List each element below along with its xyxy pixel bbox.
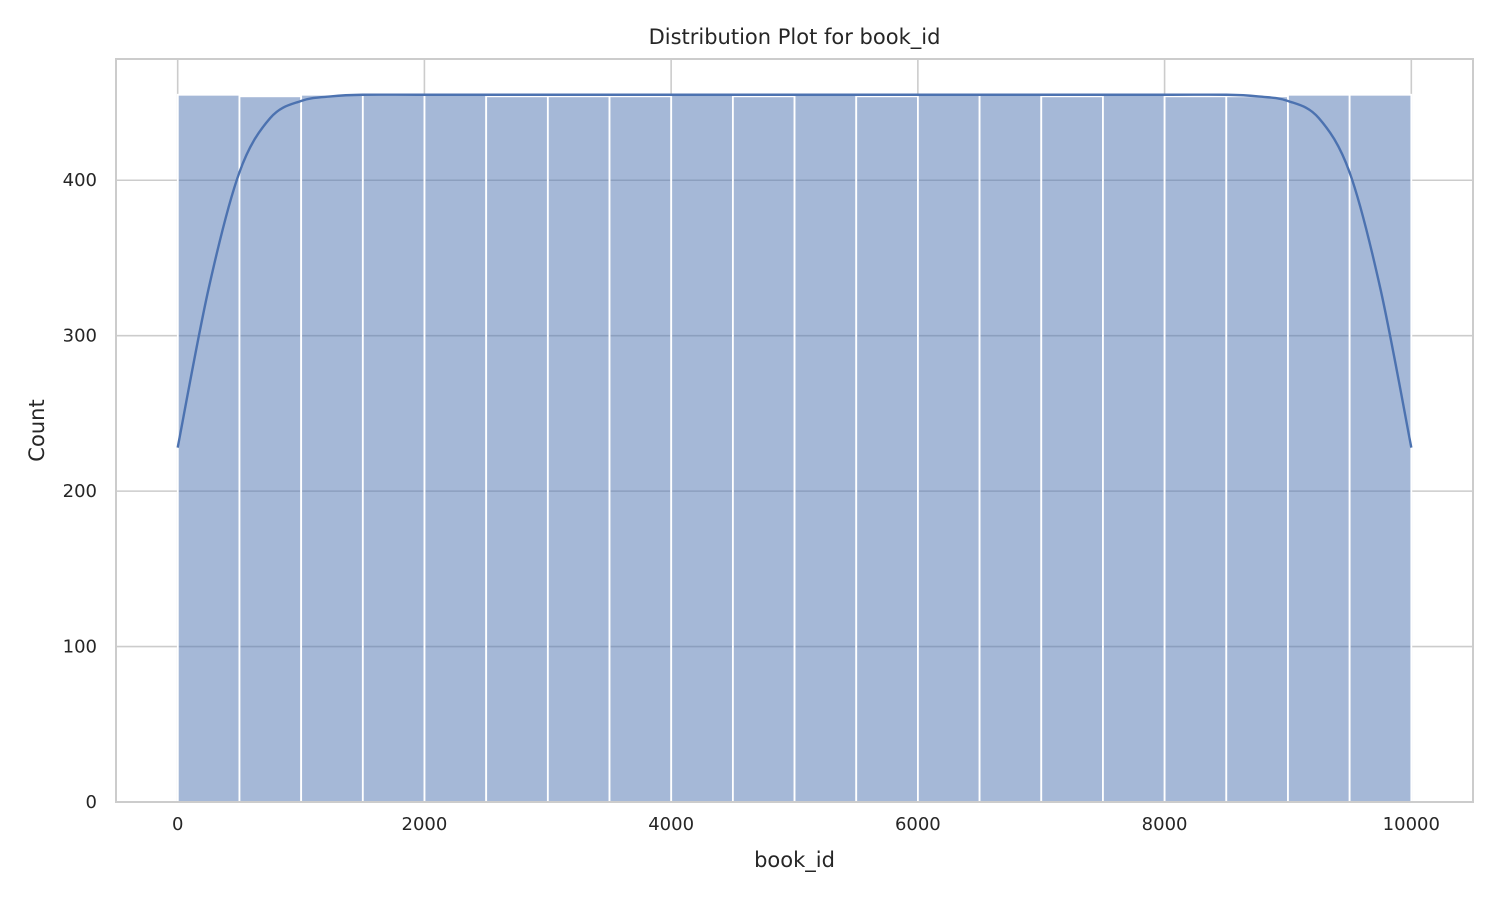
histogram-bar (731, 95, 796, 803)
x-tick-label: 4000 (648, 814, 694, 835)
kde-layer (176, 93, 1413, 448)
histogram-bar (1287, 93, 1351, 803)
x-tick-label: 8000 (1142, 814, 1188, 835)
histogram-bar (917, 93, 981, 803)
bars-layer (176, 93, 1413, 803)
histogram-bar (1163, 95, 1228, 803)
histogram-bar (485, 95, 549, 803)
histogram-bar (855, 95, 919, 803)
y-tick-label: 300 (63, 326, 97, 347)
histogram-bar (361, 93, 426, 803)
x-tick-label: 2000 (402, 814, 448, 835)
histogram-bar (793, 93, 858, 803)
y-tick-label: 200 (63, 481, 97, 502)
kde-curve (176, 93, 1413, 448)
x-tick-label: 0 (172, 814, 183, 835)
x-tick-label: 6000 (895, 814, 941, 835)
y-axis-label: Count (25, 399, 49, 461)
histogram-bar (670, 93, 734, 803)
x-axis-label: book_id (754, 848, 835, 873)
y-tick-label: 100 (63, 637, 97, 658)
histogram-bar (423, 93, 488, 803)
ticks-layer: 0 2000 4000 6000 8000 10000 0 100 200 300 400 (63, 170, 1440, 835)
histogram-bar (1225, 95, 1289, 803)
histogram-bar (1102, 93, 1166, 803)
histogram-bar (300, 93, 364, 803)
chart-title: Distribution Plot for book_id (649, 25, 941, 50)
histogram-bar (1040, 95, 1104, 803)
y-tick-label: 400 (63, 170, 97, 191)
histogram-bar (546, 95, 611, 803)
histogram-bar (238, 95, 303, 803)
y-tick-label: 0 (86, 792, 97, 813)
histogram-bar (608, 95, 673, 803)
x-tick-label: 10000 (1383, 814, 1440, 835)
histogram-bar (978, 93, 1043, 803)
histogram-bar (176, 93, 241, 803)
histogram-bar (1348, 93, 1413, 803)
plot-frame (115, 58, 1474, 803)
